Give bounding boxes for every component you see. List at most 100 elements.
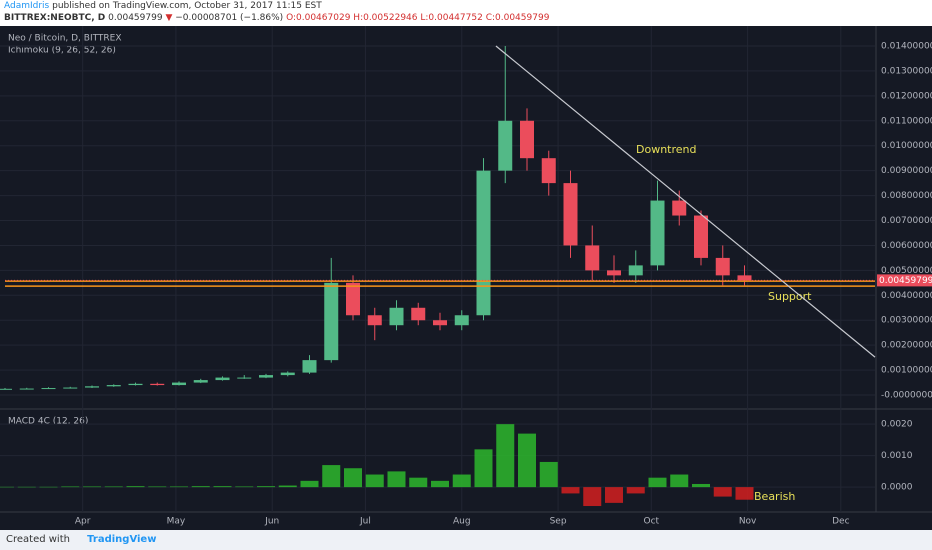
histogram-bar: [496, 424, 515, 488]
histogram-bar: [365, 474, 384, 488]
histogram-bar: [452, 474, 471, 488]
x-tick-label: Oct: [644, 517, 660, 527]
last-price-label: 0.00459799: [879, 276, 932, 286]
histogram-bar: [474, 449, 493, 488]
histogram-bar: [713, 487, 732, 497]
candle-body: [563, 183, 578, 246]
y-tick-label: 0.00100000: [881, 366, 932, 376]
candle-body: [280, 372, 295, 376]
histogram-bar: [344, 468, 362, 488]
histogram-bar: [518, 433, 536, 488]
histogram-bar: [387, 471, 406, 488]
candle-body: [650, 200, 665, 266]
candle-body: [672, 200, 687, 216]
histogram-bar: [278, 485, 297, 488]
y-tick-label: 0.01300000: [881, 66, 932, 76]
histogram-bar: [170, 486, 188, 488]
y-tick-label: 0.01000000: [881, 141, 932, 151]
background: [0, 26, 932, 530]
support-label: Support: [768, 290, 812, 303]
histogram-bar: [83, 486, 101, 488]
candle-body: [715, 257, 730, 276]
histogram-bar: [148, 486, 167, 488]
candle-body: [215, 377, 230, 381]
ohlc: C:0.00459799: [485, 13, 550, 23]
trend-line: [495, 45, 876, 358]
histogram-bar: [409, 477, 428, 488]
y-tick-label: 0.00600000: [881, 241, 932, 251]
histogram-bar: [235, 486, 254, 488]
published: published on TradingView.com, October 31…: [52, 1, 322, 11]
x-tick-label: Sep: [550, 517, 567, 527]
footer: Created with TradingView: [0, 530, 932, 550]
x-tick-label: Apr: [75, 517, 91, 527]
y-tick-label: -0.00000000: [881, 391, 932, 401]
ohlc: L:0.00447752: [420, 13, 483, 23]
trend-label: Downtrend: [636, 143, 696, 156]
price: 0.00459799: [108, 13, 163, 23]
x-tick-label: Nov: [739, 517, 757, 527]
histogram-bar: [692, 483, 710, 488]
change: −0.00008701 (−1.86%): [175, 13, 284, 23]
candle-body: [172, 382, 186, 386]
y-tick-label: 0.0010: [881, 451, 913, 461]
header: AdamIdris published on TradingView.com, …: [0, 0, 932, 26]
candle-body: [694, 215, 708, 258]
histogram-bar: [61, 486, 80, 488]
ohlc: H:0.00522946: [353, 13, 418, 23]
histogram-bar: [39, 486, 58, 488]
histogram-bar: [126, 486, 145, 488]
candle-body: [0, 388, 12, 390]
created-with: Created with: [6, 534, 70, 545]
author[interactable]: AdamIdris: [4, 1, 50, 11]
indicator-label: Ichimoku (9, 26, 52, 26): [8, 46, 116, 56]
candle-body: [85, 386, 99, 388]
candle-body: [585, 245, 600, 271]
y-tick-label: 0.00700000: [881, 216, 932, 226]
y-tick-label: 0.00500000: [881, 266, 932, 276]
last-price-tag: [877, 274, 932, 287]
candle-body: [324, 282, 339, 361]
x-tick-label: Jun: [264, 517, 279, 527]
histogram-bar: [539, 461, 558, 488]
y-tick-label: 0.01100000: [881, 116, 932, 126]
candle-body: [737, 275, 752, 281]
chart-title: Neo / Bitcoin, D, BITTREX: [8, 34, 122, 44]
candle-body: [19, 388, 34, 390]
candle-body: [367, 315, 382, 326]
brand[interactable]: TradingView: [87, 534, 157, 545]
candle-body: [520, 120, 534, 159]
candle-body: [237, 377, 252, 379]
candle-body: [476, 170, 491, 316]
candle-body: [193, 380, 208, 383]
macd-annotation: Bearish: [754, 490, 795, 503]
histogram-bar: [605, 487, 623, 503]
candle-body: [628, 265, 643, 276]
histogram-bar: [322, 465, 341, 488]
histogram-bar: [0, 486, 14, 488]
candle-body: [41, 388, 56, 390]
histogram-bar: [735, 487, 754, 500]
candle-body: [454, 315, 469, 326]
x-tick-label: Jul: [359, 517, 371, 527]
candle-body: [411, 307, 426, 321]
x-tick-label: Aug: [453, 517, 471, 527]
x-tick-label: May: [167, 517, 186, 527]
candle-body: [63, 387, 78, 389]
candle-body: [302, 360, 317, 373]
histogram-bar: [583, 487, 602, 507]
histogram-bar: [17, 486, 36, 488]
histogram-bar: [431, 480, 449, 488]
y-tick-label: 0.0000: [881, 483, 913, 493]
histogram-bar: [104, 486, 123, 488]
histogram-bar: [561, 487, 580, 494]
y-tick-label: 0.00900000: [881, 166, 932, 176]
candle-body: [607, 270, 621, 276]
candle-body: [128, 383, 143, 386]
candle-body: [541, 158, 556, 184]
y-tick-label: 0.01200000: [881, 91, 932, 101]
y-tick-label: 0.00300000: [881, 316, 932, 326]
y-tick-label: 0.00200000: [881, 341, 932, 351]
y-tick-label: 0.00800000: [881, 191, 932, 201]
